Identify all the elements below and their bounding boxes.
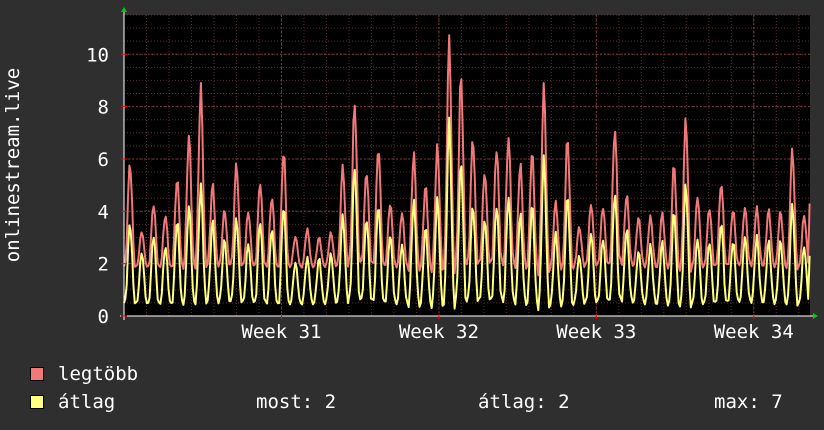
y-tick-label: 8 <box>98 97 109 119</box>
legend-max-label: legtöbb <box>58 363 139 385</box>
y-tick-label: 6 <box>98 149 109 171</box>
legend-avg-label: átlag <box>58 391 116 413</box>
tick-labels: 0 2 4 6 8 10 Week 31 Week 32 Week 33 Week 34 <box>86 44 794 343</box>
stat-now: most: 2 <box>256 391 337 413</box>
legend-max-swatch <box>30 367 44 381</box>
y-axis-label: onlinestream.live <box>2 68 24 262</box>
stat-max: max: 7 <box>714 391 783 413</box>
axes <box>120 7 818 320</box>
y-tick-label: 0 <box>98 306 109 328</box>
x-tick-label: Week 34 <box>714 321 794 343</box>
y-tick-label: 10 <box>86 44 109 66</box>
grid <box>123 14 810 317</box>
x-axis-arrow <box>813 313 818 319</box>
legend-avg: átlag <box>30 391 115 413</box>
series-lines <box>123 34 811 312</box>
legend-max: legtöbb <box>30 363 138 385</box>
x-tick-label: Week 33 <box>556 321 636 343</box>
x-tick-label: Week 31 <box>241 321 321 343</box>
legend-avg-swatch <box>30 395 44 409</box>
series-line-max <box>123 34 811 277</box>
y-axis-arrow <box>121 7 127 12</box>
y-tick-label: 2 <box>98 254 109 276</box>
series-line-average <box>123 116 811 312</box>
x-tick-label: Week 32 <box>399 321 479 343</box>
stat-average: átlag: 2 <box>478 391 570 413</box>
y-tick-label: 4 <box>98 201 109 223</box>
